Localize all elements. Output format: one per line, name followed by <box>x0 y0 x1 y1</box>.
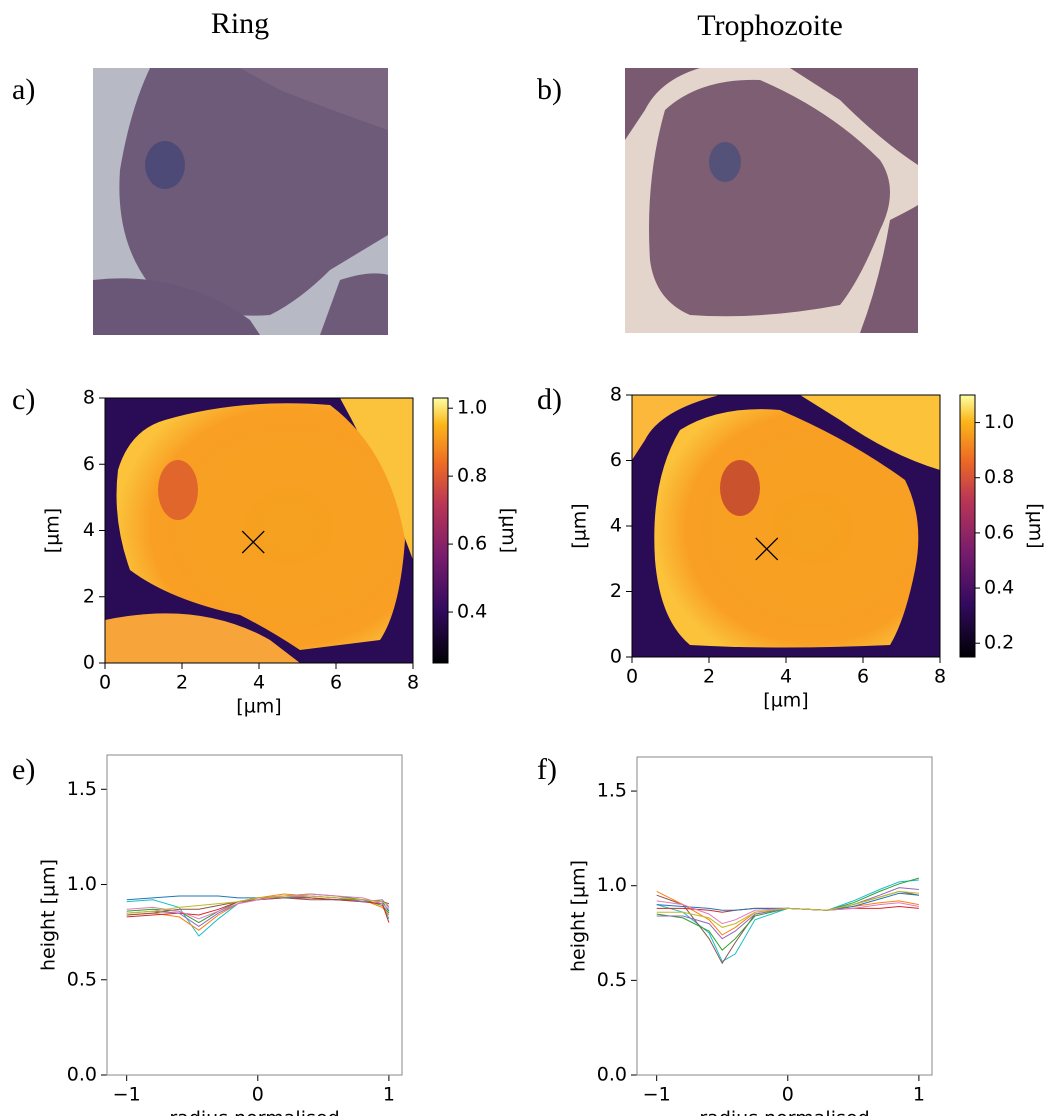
x-tick-label: 4 <box>780 666 792 688</box>
x-tick-label: 1 <box>913 1084 925 1106</box>
photo-ring <box>93 68 388 335</box>
x-tick-label: 0 <box>782 1084 794 1106</box>
colorbar-tick-label: 0.8 <box>984 466 1014 488</box>
y-tick-label: 8 <box>83 387 95 409</box>
y-tick-label: 1.0 <box>67 873 97 895</box>
x-axis-label: [µm] <box>236 696 281 718</box>
panel-label: a) <box>12 73 35 106</box>
x-tick-label: 6 <box>330 672 342 694</box>
profile-line <box>657 878 919 950</box>
colorbar-tick-label: 0.4 <box>984 577 1014 599</box>
x-tick-label: −1 <box>643 1084 671 1106</box>
y-tick-label: 8 <box>610 384 622 406</box>
y-tick-label: 0.5 <box>597 969 627 991</box>
y-tick-label: 0.0 <box>597 1064 627 1086</box>
y-axis-label: [µm] <box>42 508 64 553</box>
x-tick-label: 2 <box>176 672 188 694</box>
column-title: Trophozoite <box>697 9 843 42</box>
y-tick-label: 0 <box>610 646 622 668</box>
colorbar-tick-label: 0.8 <box>457 465 487 487</box>
y-tick-label: 0.5 <box>67 968 97 990</box>
x-tick-label: 0 <box>99 672 111 694</box>
profile-line <box>657 891 919 935</box>
figure: Ring Trophozoite a) b) c) d) e) f) 0 2 4 6 8 <box>0 0 1046 1116</box>
panel-label: f) <box>537 753 557 786</box>
photo-trophozoite <box>625 68 918 333</box>
panel-label: b) <box>537 73 562 106</box>
colorbar-label: [µm] <box>1025 503 1046 548</box>
x-axis-label: radius normalised <box>169 1108 339 1116</box>
y-tick-label: 1.5 <box>67 778 97 800</box>
x-tick-label: −1 <box>113 1084 141 1106</box>
column-title: Ring <box>211 7 269 40</box>
colorbar-tick-label: 1.0 <box>457 397 487 419</box>
y-tick-label: 0 <box>83 652 95 674</box>
y-tick-label: 4 <box>83 519 95 541</box>
colorbar-tick-label: 0.4 <box>457 601 487 623</box>
colorbar <box>433 398 448 663</box>
y-axis-label: [µm] <box>569 503 591 548</box>
y-tick-label: 0.0 <box>67 1064 97 1086</box>
height-map-trophozoite <box>632 395 940 657</box>
y-axis-label: height [µm] <box>38 859 60 971</box>
x-tick-label: 6 <box>857 666 869 688</box>
x-tick-label: 1 <box>383 1084 395 1106</box>
x-tick-label: 0 <box>626 666 638 688</box>
y-tick-label: 1.5 <box>597 780 627 802</box>
y-tick-label: 4 <box>610 515 622 537</box>
profile-line <box>127 896 389 936</box>
x-axis-label: [µm] <box>763 690 808 712</box>
height-map-ring <box>105 398 413 663</box>
y-tick-label: 2 <box>83 585 95 607</box>
y-tick-label: 1.0 <box>597 874 627 896</box>
colorbar-tick-label: 1.0 <box>984 411 1014 433</box>
y-axis-label: height [µm] <box>568 860 590 972</box>
x-axis-label: radius normalised <box>699 1108 869 1116</box>
colorbar-tick-label: 0.6 <box>457 533 487 555</box>
profile-line <box>657 891 919 963</box>
x-tick-label: 0 <box>252 1084 264 1106</box>
panel-label: c) <box>12 383 35 416</box>
profile-line <box>657 888 919 939</box>
colorbar <box>960 395 975 657</box>
y-tick-label: 6 <box>83 453 95 475</box>
y-tick-label: 2 <box>610 580 622 602</box>
y-tick-label: 6 <box>610 449 622 471</box>
panel-label: d) <box>537 383 562 416</box>
colorbar-label: [µm] <box>498 508 520 553</box>
colorbar-tick-label: 0.6 <box>984 521 1014 543</box>
colorbar-tick-label: 0.2 <box>984 632 1014 654</box>
x-tick-label: 2 <box>703 666 715 688</box>
x-tick-label: 8 <box>407 672 419 694</box>
x-tick-label: 4 <box>253 672 265 694</box>
panel-label: e) <box>12 753 35 786</box>
profile-line <box>657 880 919 961</box>
x-tick-label: 8 <box>934 666 946 688</box>
profile-line <box>657 893 919 910</box>
